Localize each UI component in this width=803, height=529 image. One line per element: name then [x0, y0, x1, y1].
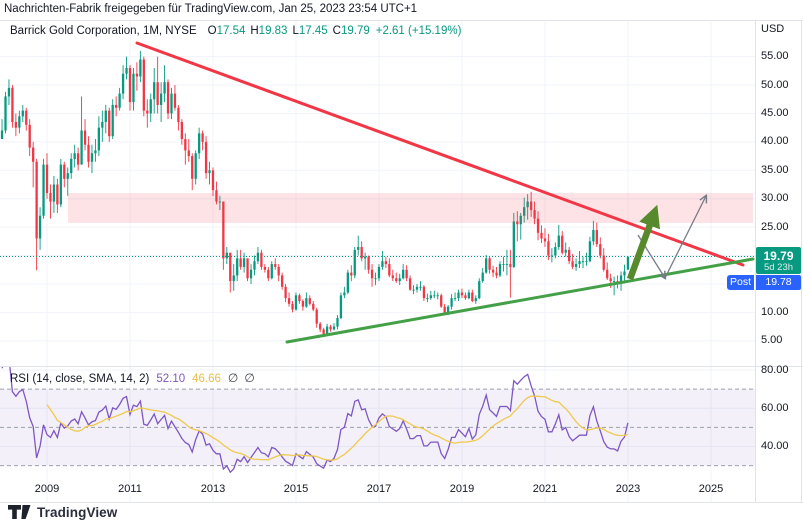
year-tick: 2025 [698, 483, 724, 495]
tradingview-logo-text: TradingView [37, 505, 118, 520]
year-tick: 2015 [283, 483, 309, 495]
symbol-title: Barrick Gold Corporation, 1M, NYSE [10, 25, 197, 37]
rsi-legend[interactable]: RSI (14, close, SMA, 14, 2) 52.10 46.66 ∅ ∅ [10, 371, 261, 385]
resistance-zone[interactable] [68, 193, 753, 223]
price-tick: 50.00 [761, 78, 789, 91]
rsi-band [0, 389, 755, 466]
open-value: 17.54 [216, 25, 246, 37]
tradingview-logo[interactable]: TradingView [8, 505, 117, 520]
price-tick: 40.00 [761, 135, 789, 148]
year-tick: 2023 [615, 483, 641, 495]
open-label: O [207, 25, 217, 37]
breakout-arrow[interactable] [626, 204, 661, 281]
current-price-label: 19.79 5d 23h [756, 247, 801, 274]
low-label: L [292, 25, 299, 37]
high-value: 19.83 [258, 25, 288, 37]
year-tick: 2011 [118, 483, 142, 495]
year-tick: 2013 [200, 483, 226, 495]
change-value: +2.61 (+15.19%) [375, 25, 462, 37]
year-tick: 2019 [449, 483, 475, 495]
rsi-tick: 80.00 [761, 363, 789, 376]
post-market-price: 19.78 [756, 275, 801, 290]
price-tick: 5.00 [761, 334, 783, 347]
rsi-ma-value: 46.66 [192, 373, 221, 385]
attribution-header: Nachrichten-Fabrik freigegeben für Tradi… [4, 3, 418, 15]
year-tick: 2017 [366, 483, 392, 495]
rsi-upper-band-value: ∅ [227, 371, 239, 385]
price-tick: 35.00 [761, 163, 789, 176]
current-price-value: 19.79 [763, 249, 794, 263]
price-tick: 45.00 [761, 106, 789, 119]
rsi-tick: 40.00 [761, 440, 789, 452]
descending-trendline[interactable] [135, 41, 745, 267]
price-tick: 10.00 [761, 305, 789, 318]
symbol-legend[interactable]: Barrick Gold Corporation, 1M, NYSE O17.54… [10, 25, 461, 37]
low-value: 17.45 [298, 25, 328, 37]
high-label: H [250, 25, 259, 37]
price-tick: 25.00 [761, 220, 789, 233]
tradingview-logo-icon [8, 505, 31, 519]
year-tick: 2021 [532, 483, 558, 495]
projection-arrow-up[interactable] [664, 196, 706, 279]
rsi-lower-band-value: ∅ [244, 371, 255, 385]
post-market-badge: Post [727, 275, 754, 290]
rsi-title: RSI (14, close, SMA, 14, 2) [10, 373, 150, 385]
close-value: 19.79 [340, 25, 370, 37]
rsi-ma-line [46, 395, 629, 461]
bar-countdown: 5d 23h [763, 262, 794, 273]
candlestick-series [0, 50, 630, 336]
price-axis-currency: USD [761, 23, 785, 35]
rsi-tick: 60.00 [761, 401, 789, 414]
close-label: C [332, 25, 341, 37]
ascending-trendline[interactable] [285, 257, 755, 344]
price-tick: 30.00 [761, 192, 789, 205]
price-tick: 55.00 [761, 50, 789, 63]
rsi-value: 52.10 [156, 373, 186, 385]
year-tick: 2009 [34, 483, 60, 495]
rsi-line [1, 367, 629, 474]
